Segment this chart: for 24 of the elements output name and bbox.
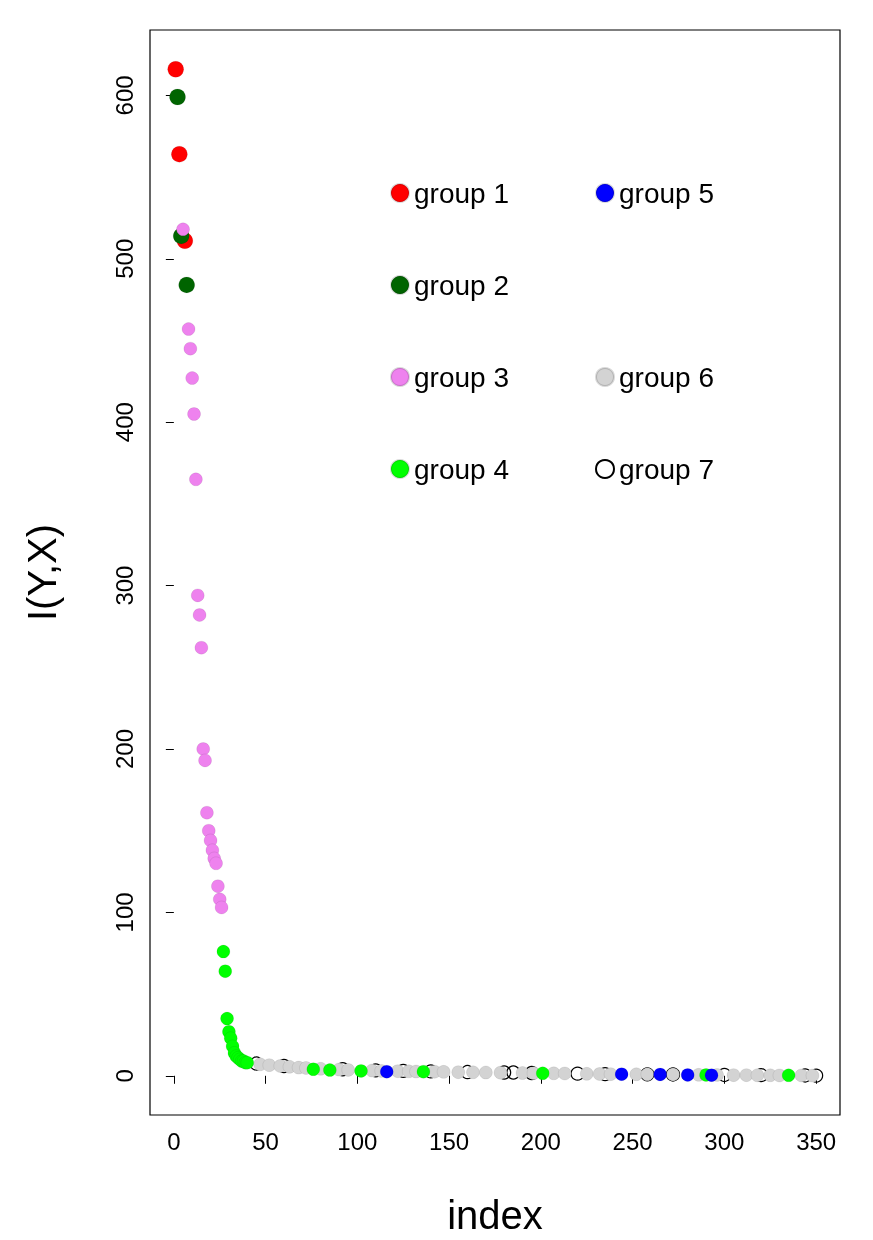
x-tick-label: 200 — [520, 1127, 561, 1155]
x-tick-label: 150 — [429, 1127, 470, 1155]
x-tick-label: 0 — [167, 1127, 181, 1155]
y-axis-title: I(Y,X) — [20, 523, 64, 622]
legend-label: group 7 — [619, 453, 714, 485]
legend-label: group 1 — [414, 177, 509, 209]
y-tick-label: 400 — [110, 402, 138, 443]
x-tick-label: 100 — [337, 1127, 378, 1155]
legend-label: group 6 — [619, 361, 714, 393]
legend-label: group 3 — [414, 361, 509, 393]
y-tick-label: 0 — [110, 1069, 138, 1083]
legend-label: group 2 — [414, 269, 509, 301]
y-tick-label: 100 — [110, 892, 138, 933]
legend-label: group 5 — [619, 177, 714, 209]
x-tick-label: 50 — [252, 1127, 279, 1155]
y-tick-label: 500 — [110, 238, 138, 279]
y-tick-label: 200 — [110, 728, 138, 769]
x-tick-label: 300 — [704, 1127, 745, 1155]
y-tick-label: 600 — [110, 75, 138, 116]
legend-label: group 4 — [414, 453, 509, 485]
y-tick-label: 300 — [110, 565, 138, 606]
x-axis-title: index — [447, 1193, 543, 1237]
x-tick-label: 350 — [796, 1127, 837, 1155]
x-tick-label: 250 — [612, 1127, 653, 1155]
